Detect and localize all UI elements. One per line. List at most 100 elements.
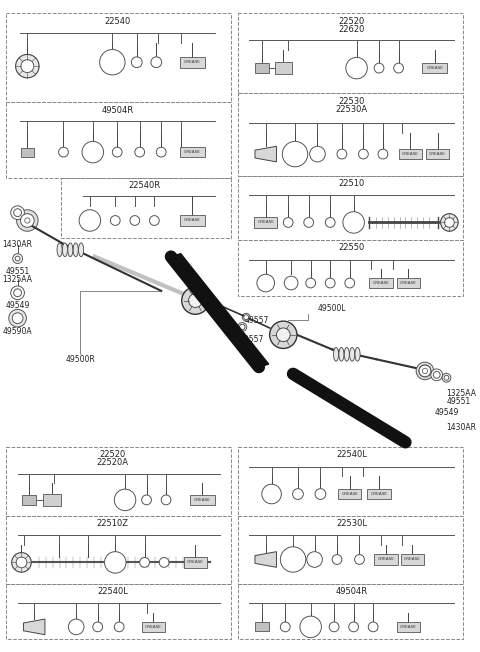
Text: GREASE: GREASE [426,66,443,70]
Text: 49590A: 49590A [3,327,32,336]
Text: 22540R: 22540R [129,181,161,190]
Circle shape [307,552,323,567]
Circle shape [114,622,124,632]
Ellipse shape [68,243,73,257]
Circle shape [416,362,434,379]
Polygon shape [171,254,269,367]
Polygon shape [24,619,45,634]
Text: 22520: 22520 [99,451,125,460]
Text: 22540L: 22540L [336,451,367,460]
Circle shape [240,324,245,330]
Circle shape [300,616,322,638]
Text: 22540L: 22540L [97,587,128,596]
Text: 22550: 22550 [338,243,365,252]
Circle shape [345,278,355,288]
Circle shape [444,376,449,380]
Text: GREASE: GREASE [377,557,394,561]
Text: 49557: 49557 [245,316,269,325]
Circle shape [280,547,306,572]
Text: GREASE: GREASE [184,150,201,154]
Ellipse shape [355,348,360,361]
Ellipse shape [339,348,344,361]
Bar [374,554,397,565]
Bar [23,495,36,505]
Circle shape [310,146,325,162]
Bar [180,147,205,158]
Circle shape [159,557,169,567]
Ellipse shape [73,243,78,257]
Circle shape [15,256,20,261]
Bar [180,215,205,226]
Circle shape [368,622,378,632]
Text: 22520A: 22520A [96,458,128,467]
Bar [180,57,205,68]
Text: GREASE: GREASE [400,625,417,629]
Text: GREASE: GREASE [402,152,419,156]
Ellipse shape [349,348,355,361]
Circle shape [21,60,34,72]
Bar [21,148,34,156]
Circle shape [142,495,151,505]
Polygon shape [255,146,276,162]
Circle shape [100,50,125,75]
Circle shape [114,489,136,511]
Text: 49551: 49551 [446,396,471,406]
Circle shape [11,206,24,220]
Circle shape [343,212,364,233]
Circle shape [156,147,166,157]
Ellipse shape [334,348,338,361]
Circle shape [444,218,454,228]
Circle shape [12,313,23,323]
Circle shape [280,622,290,632]
Ellipse shape [62,243,68,257]
Text: GREASE: GREASE [257,220,274,224]
Circle shape [284,276,298,290]
Circle shape [68,619,84,634]
Polygon shape [255,552,276,567]
Text: 49504R: 49504R [336,587,368,596]
Text: 22510Z: 22510Z [96,519,128,528]
Circle shape [270,321,297,348]
Bar [400,554,424,565]
Text: 49500R: 49500R [65,355,95,364]
Bar [398,149,422,160]
Circle shape [431,369,443,381]
Circle shape [325,218,335,228]
Bar [255,623,269,631]
Text: 49549: 49549 [5,301,30,310]
Text: 49557: 49557 [240,335,264,344]
Circle shape [283,218,293,228]
Circle shape [17,210,38,231]
Bar [190,494,215,505]
Text: GREASE: GREASE [194,498,211,502]
Text: 22520: 22520 [338,17,365,25]
Circle shape [242,314,250,321]
Circle shape [135,147,144,157]
Text: GREASE: GREASE [400,281,417,285]
Bar [338,488,361,499]
Circle shape [433,372,440,378]
Circle shape [13,209,22,216]
Text: 22510: 22510 [338,179,365,188]
Text: 49500L: 49500L [318,304,347,313]
Text: GREASE: GREASE [429,152,446,156]
Circle shape [140,557,149,567]
Circle shape [419,365,431,377]
Circle shape [378,149,388,159]
Circle shape [16,54,39,78]
Text: GREASE: GREASE [184,60,201,65]
Bar [184,557,207,568]
Text: 49504R: 49504R [101,106,133,115]
Text: GREASE: GREASE [341,492,358,496]
Circle shape [394,63,404,73]
Circle shape [21,214,34,228]
Circle shape [337,149,347,159]
Text: 22540: 22540 [104,17,131,25]
Circle shape [11,286,24,300]
Bar [254,217,277,228]
Circle shape [24,218,30,223]
Text: GREASE: GREASE [371,492,387,496]
Circle shape [110,216,120,226]
Bar [426,149,449,160]
Circle shape [82,141,104,163]
